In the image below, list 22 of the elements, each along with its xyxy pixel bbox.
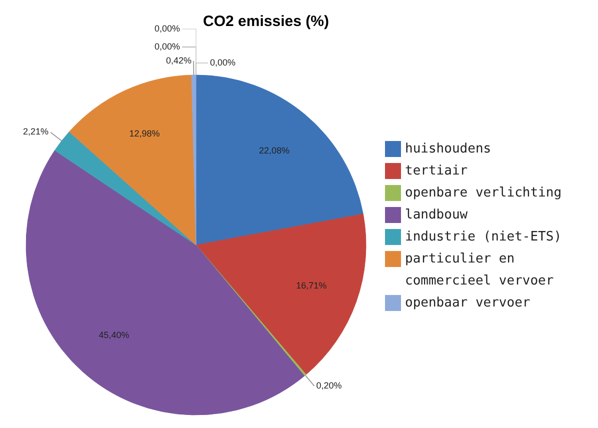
text: 0,00%	[154, 23, 180, 34]
legend-label: industrie (niet-ETS)	[405, 230, 562, 245]
legend-label: landbouw	[405, 208, 468, 223]
pie-slice	[196, 74, 364, 246]
data-label: 2,21%	[23, 126, 49, 137]
data-label: 45,40%	[98, 330, 130, 340]
legend-label: openbaar vervoer	[405, 296, 530, 311]
data-label: 0,20%	[316, 380, 342, 390]
data-label: 16,71%	[296, 280, 327, 290]
pie-slice	[68, 74, 196, 246]
pie-slice	[196, 214, 366, 375]
text: 0,00%	[154, 41, 180, 52]
text: 0,00%	[210, 57, 236, 68]
data-label: 0,42%	[166, 55, 192, 66]
legend-label: huishoudens	[405, 142, 492, 157]
data-label: 12,98%	[129, 128, 160, 138]
legend-label: openbare verlichting	[405, 186, 562, 201]
legend-label: tertiair	[405, 164, 468, 179]
chart-title: CO2 emissies (%)	[203, 13, 329, 30]
pie-slice	[191, 74, 196, 246]
data-label: 22,08%	[258, 145, 290, 156]
pie-slice	[54, 132, 196, 246]
